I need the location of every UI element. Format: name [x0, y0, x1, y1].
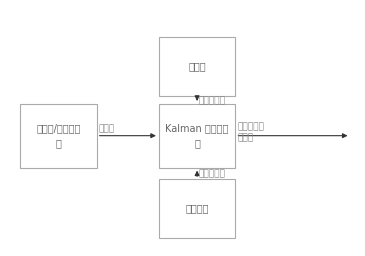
- Text: 器: 器: [55, 138, 61, 148]
- Bar: [20, 104, 97, 168]
- Bar: [159, 37, 235, 96]
- Text: Kalman 状态估计: Kalman 状态估计: [165, 123, 229, 133]
- Text: 三维加速度: 三维加速度: [199, 169, 226, 178]
- Text: 三维角速度: 三维角速度: [199, 96, 226, 105]
- Bar: [159, 179, 235, 238]
- Text: 六维力/力矩传感: 六维力/力矩传感: [36, 123, 81, 133]
- Text: 俯仰、滚动: 俯仰、滚动: [237, 122, 264, 131]
- Bar: [159, 104, 235, 168]
- Text: 陀螺仪: 陀螺仪: [188, 61, 206, 72]
- Text: 姿态角: 姿态角: [237, 134, 253, 143]
- Text: 加速度计: 加速度计: [185, 204, 209, 214]
- Text: 器: 器: [194, 138, 200, 148]
- Text: 三维力: 三维力: [99, 125, 115, 134]
